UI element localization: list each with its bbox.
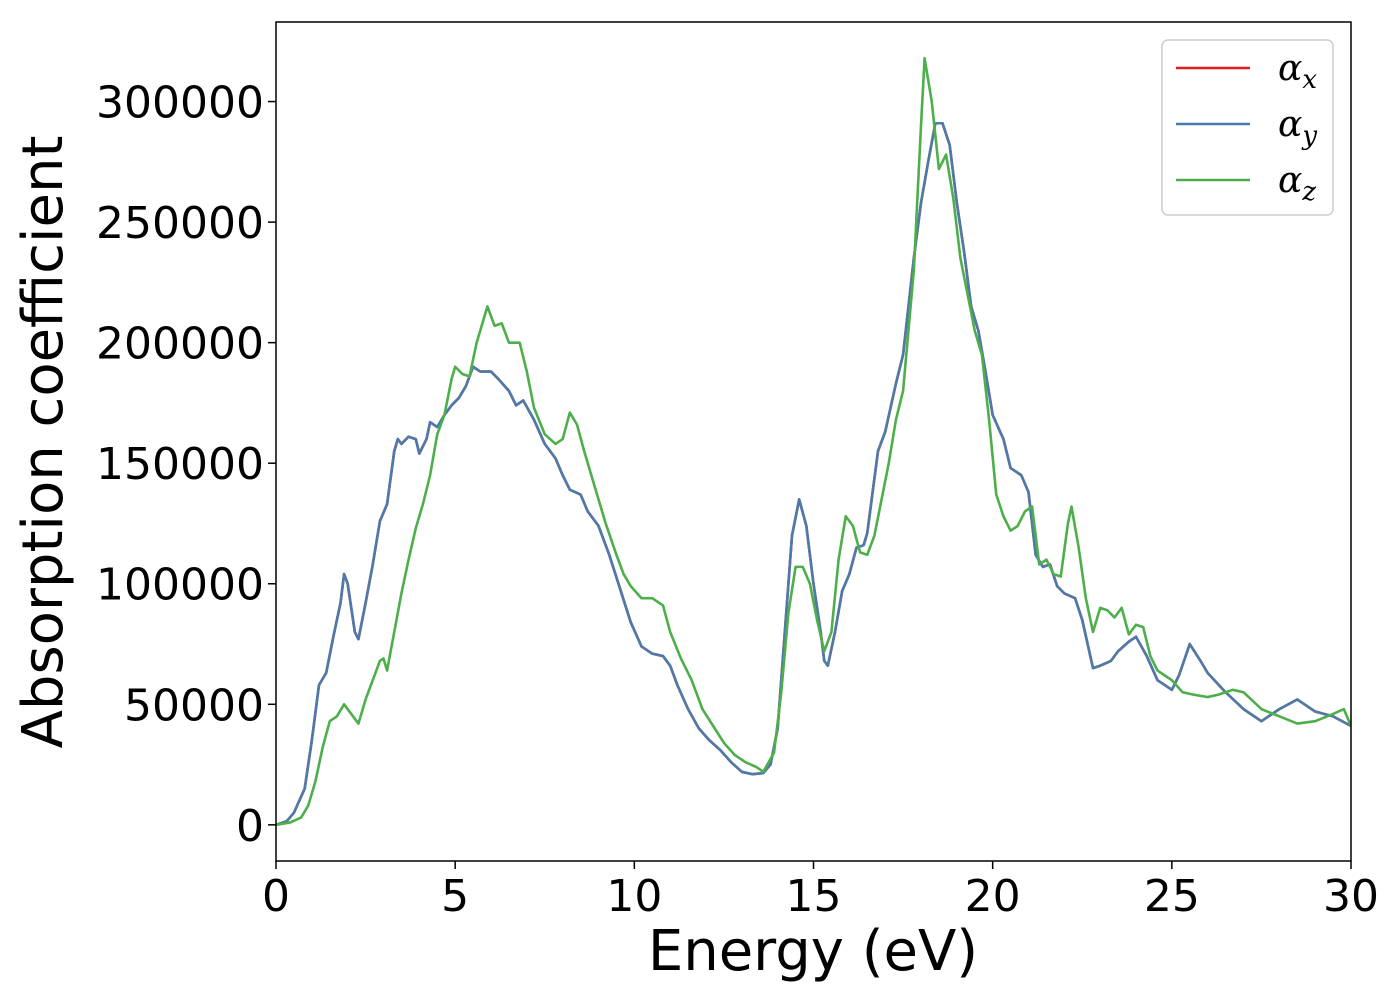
y-axis-title: Absorption coefficient (11, 136, 76, 749)
y-tick-label: 200000 (96, 319, 264, 370)
x-tick-label: 15 (786, 871, 842, 922)
legend-symbol: α (1278, 48, 1302, 89)
y-tick-label: 250000 (96, 198, 264, 249)
y-tick-label: 150000 (96, 439, 264, 490)
y-tick-label: 50000 (124, 680, 264, 731)
legend-symbol: α (1278, 104, 1302, 145)
x-axis-title: Energy (eV) (648, 919, 978, 984)
x-tick-label: 5 (441, 871, 469, 922)
legend-subscript: z (1301, 177, 1316, 207)
legend-frame (1161, 39, 1334, 216)
x-axis: 0 5 10 15 20 25 30 (262, 861, 1379, 922)
x-tick-label: 30 (1323, 871, 1379, 922)
y-tick-label: 100000 (96, 560, 264, 611)
y-tick-label: 300000 (96, 78, 264, 129)
legend-subscript: x (1302, 65, 1317, 95)
legend-label-z: αz (1278, 160, 1316, 207)
y-tick-label: 0 (236, 801, 264, 852)
legend-label-x: αx (1278, 48, 1317, 95)
legend-label-y: αy (1278, 104, 1317, 151)
x-tick-label: 10 (606, 871, 662, 922)
legend-subscript: y (1301, 121, 1317, 151)
legend-symbol: α (1278, 160, 1302, 201)
x-tick-label: 25 (1144, 871, 1200, 922)
y-axis: 0 50000 100000 150000 200000 250000 300000 (96, 78, 276, 852)
series-layer (276, 56, 1351, 827)
x-tick-label: 0 (262, 871, 290, 922)
series-line-z (276, 56, 1351, 827)
x-tick-label: 20 (965, 871, 1021, 922)
